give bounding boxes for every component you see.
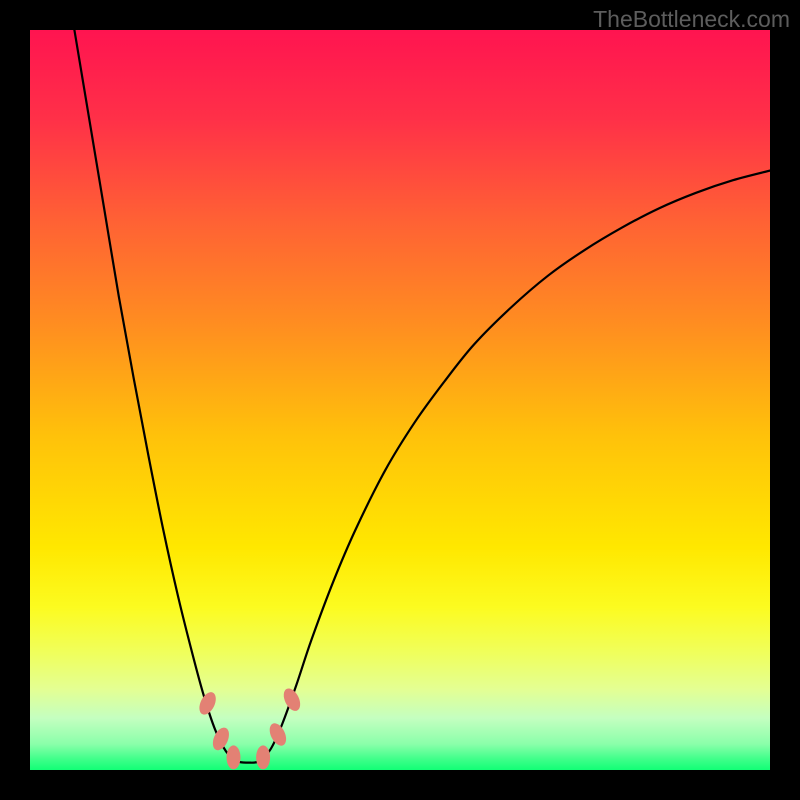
curve-marker	[256, 745, 270, 769]
curve-marker	[227, 745, 241, 769]
chart-container	[30, 30, 770, 770]
bottleneck-curve-chart	[30, 30, 770, 770]
chart-background	[30, 30, 770, 770]
watermark-text: TheBottleneck.com	[593, 6, 790, 33]
